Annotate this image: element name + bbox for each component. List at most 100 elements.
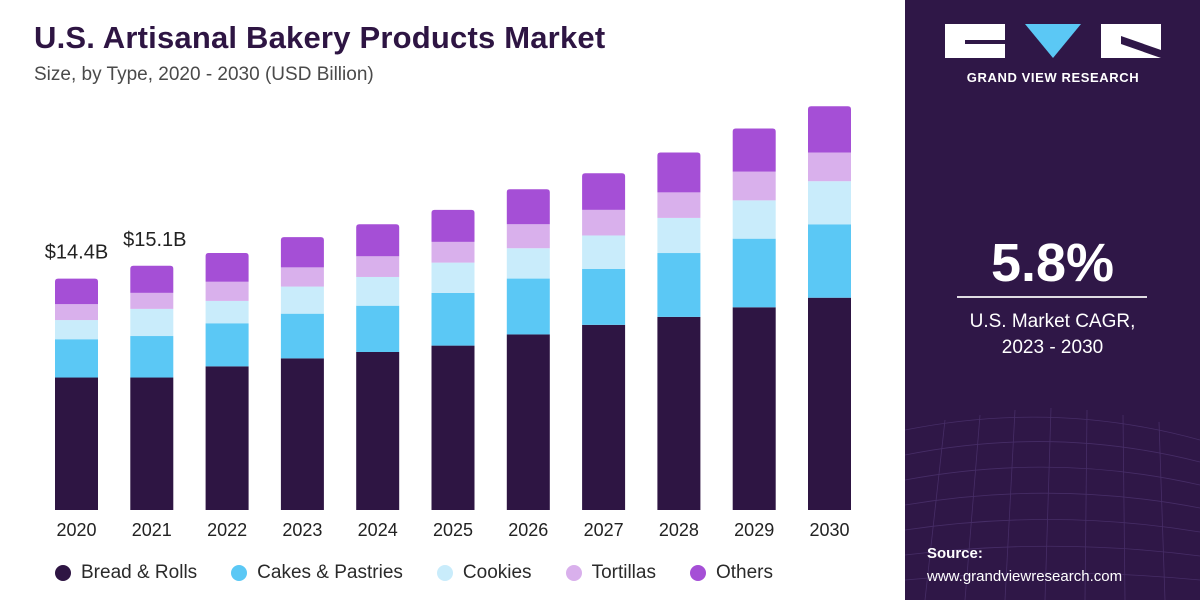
side-panel: GRAND VIEW RESEARCH 5.8% U.S. Market CAG… (905, 0, 1200, 600)
bar-segment (657, 316, 701, 510)
legend-item: Bread & Rolls (55, 562, 197, 584)
bar-segment (808, 297, 851, 510)
cagr-divider (957, 296, 1147, 298)
legend-label: Others (715, 562, 773, 583)
bar-segment (205, 323, 249, 367)
legend-item: Cookies (436, 562, 532, 584)
legend-swatch (55, 565, 71, 581)
bar-segment (431, 209, 475, 242)
bar-segment (732, 171, 776, 201)
x-tick-label: 2028 (659, 520, 699, 540)
bar-segment (130, 377, 174, 510)
bar-segment (657, 253, 701, 317)
bar-segment (732, 238, 776, 308)
legend-swatch (689, 565, 706, 581)
source-label: Source: (927, 545, 983, 562)
bar-segment (657, 192, 701, 218)
bar-segment (506, 189, 550, 225)
bar-segment (280, 286, 324, 314)
bar-segment (356, 351, 400, 510)
bar-segment (130, 308, 174, 337)
chart-subtitle: Size, by Type, 2020 - 2030 (USD Billion) (34, 64, 374, 85)
legend-label: Cookies (462, 562, 532, 583)
bar-segment (130, 292, 174, 309)
bar-segment (732, 307, 776, 510)
stacked-bar-chart: 2020 2021 2022 2023 2024 2025 2026 2027 2028 2029… (45, 106, 851, 540)
x-tick-label: 2022 (207, 520, 247, 540)
bar-segment (280, 358, 324, 510)
cagr-label-line2: 2023 - 2030 (1001, 337, 1104, 358)
bar-segment (582, 209, 626, 236)
bar-segment (431, 262, 475, 293)
bar-segment (280, 267, 324, 287)
x-tick-label: 2021 (132, 520, 172, 540)
bar-segment (582, 235, 626, 269)
bar-segment (356, 305, 400, 352)
legend-item: Cakes & Pastries (231, 562, 403, 584)
x-tick-label: 2024 (358, 520, 398, 540)
data-label: $14.4B (45, 242, 108, 264)
chart-area: U.S. Artisanal Bakery Products Market Si… (34, 20, 851, 584)
bar-segment (506, 224, 550, 249)
bar-segment (506, 334, 550, 510)
x-tick-label: 2030 (809, 520, 849, 540)
x-tick-label: 2020 (56, 520, 96, 540)
bar-segment (55, 278, 98, 305)
x-tick-label: 2025 (433, 520, 473, 540)
bar-segment (732, 200, 776, 239)
bar-segment (732, 128, 776, 172)
bar-segment (808, 152, 851, 182)
bar-segment (808, 106, 851, 153)
legend-label: Tortillas (591, 562, 656, 583)
bar-segment (130, 336, 174, 378)
bar-segment (431, 241, 475, 263)
x-tick-label: 2023 (282, 520, 322, 540)
legend-swatch (436, 565, 453, 581)
source-url[interactable]: www.grandviewresearch.com (927, 568, 1123, 585)
bar-segment (280, 237, 324, 268)
legend-label: Bread & Rolls (81, 562, 198, 583)
bar-segment (657, 152, 701, 193)
bar-segment (205, 300, 249, 324)
x-tick-label: 2029 (734, 520, 774, 540)
grand-view-research-logo (945, 24, 1161, 58)
x-tick-label: 2027 (584, 520, 624, 540)
bar-segment (431, 345, 475, 510)
wireframe-background (905, 407, 1200, 600)
bar-segment (356, 224, 400, 257)
chart-title: U.S. Artisanal Bakery Products Market (34, 20, 606, 55)
bar-segment (808, 181, 851, 225)
data-label: $15.1B (123, 229, 186, 251)
cagr-value: 5.8% (990, 233, 1115, 293)
legend-swatch (565, 565, 582, 581)
bar-segment (582, 173, 626, 210)
bar-segment (582, 324, 626, 510)
bar-segment (356, 276, 400, 306)
bar-segment (205, 366, 249, 510)
cagr-label-line1: U.S. Market CAGR, (969, 311, 1136, 332)
bar-segment (55, 377, 98, 510)
brand-name: GRAND VIEW RESEARCH (966, 70, 1140, 85)
x-tick-label: 2026 (508, 520, 548, 540)
bar-segment (356, 256, 400, 277)
bar-segment (55, 304, 98, 321)
bar-segment (205, 253, 249, 282)
legend-swatch (231, 565, 248, 581)
bar-segment (280, 313, 324, 359)
legend-item: Tortillas (565, 562, 656, 584)
bar-segment (55, 320, 98, 340)
bar-segment (506, 248, 550, 279)
bar-segment (582, 268, 626, 325)
chart-legend: Bread & Rolls Cakes & Pastries Cookies Tort… (55, 562, 807, 584)
bar-segment (205, 281, 249, 301)
legend-item: Others (689, 562, 773, 584)
legend-label: Cakes & Pastries (257, 562, 403, 583)
bar-segment (130, 265, 174, 293)
bar-segment (506, 278, 550, 335)
bar-segment (431, 292, 475, 346)
bar-segment (657, 217, 701, 254)
bar-segment (55, 339, 98, 378)
cagr-label: U.S. Market CAGR, 2023 - 2030 (905, 309, 1200, 361)
bar-segment (808, 224, 851, 298)
